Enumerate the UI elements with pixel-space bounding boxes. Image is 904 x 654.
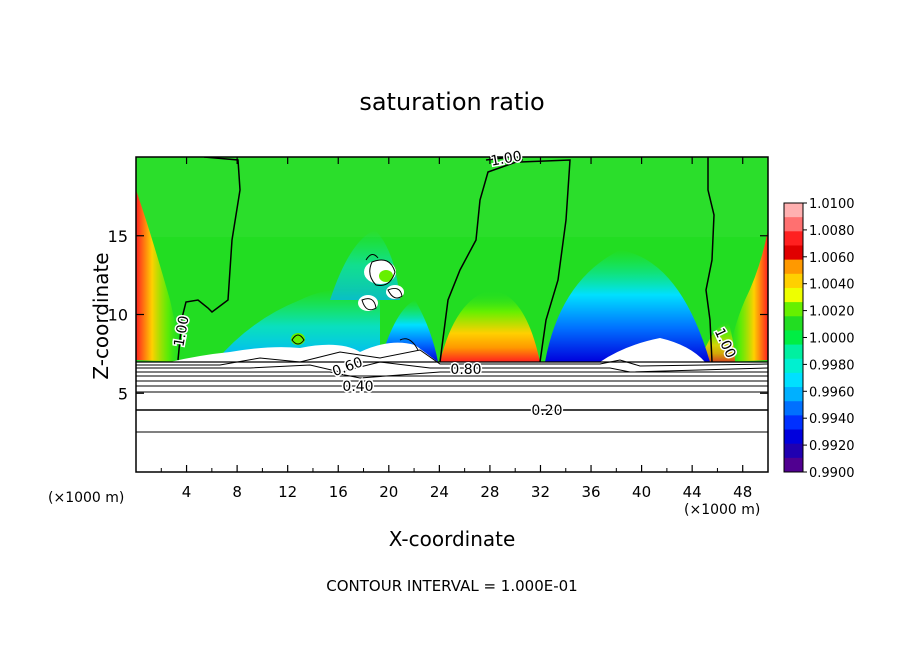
x-unit-label-left: (×1000 m) [48, 490, 125, 506]
x-tick-label: 36 [581, 483, 600, 501]
colorbar-label: 1.0100 [809, 197, 855, 212]
colorbar-swatch [784, 316, 803, 331]
x-tick-label: 28 [480, 483, 499, 501]
y-axis-ticks: 5 10 15 [108, 227, 768, 403]
colorbar-swatch [784, 287, 803, 303]
x-tick-label: 16 [329, 483, 348, 501]
x-unit-label-right: (×1000 m) [684, 502, 761, 518]
x-tick-label: 24 [430, 483, 449, 501]
colorbar-swatch [784, 217, 803, 232]
x-tick-label: 32 [531, 483, 550, 501]
colorbar-swatch [784, 259, 803, 275]
colorbar-swatch [784, 245, 803, 261]
colorbar-label: 1.0000 [809, 332, 855, 347]
x-tick-label: 8 [232, 483, 242, 501]
chart-title: saturation ratio [359, 88, 545, 116]
colorbar-swatch [784, 457, 803, 473]
contour-label: 0.20 [531, 403, 562, 419]
colorbar-swatch [784, 401, 803, 416]
contour-lines [136, 157, 768, 433]
colorbar-label: 0.9960 [809, 385, 855, 400]
colorbar-swatch [784, 330, 803, 346]
colorbar-label: 0.9920 [809, 439, 855, 454]
colorbar-swatch [784, 387, 803, 402]
colorbar: 1.0100 1.0080 1.0060 1.0040 1.0020 1.0000 0.99… [783, 197, 855, 481]
y-tick-label: 5 [118, 384, 128, 403]
heatmap-field [136, 157, 768, 472]
colorbar-swatch [784, 443, 803, 459]
colorbar-label: 1.0060 [809, 251, 855, 266]
colorbar-swatch [784, 273, 803, 289]
y-tick-label: 15 [108, 227, 128, 246]
colorbar-swatch [784, 231, 803, 246]
x-axis-ticks: 4 8 12 16 20 24 28 32 36 40 44 48 [160, 157, 752, 501]
colorbar-swatch [784, 372, 803, 388]
colorbar-swatch [784, 302, 803, 317]
colorbar-label: 1.0040 [809, 278, 855, 293]
x-axis-label: X-coordinate [388, 527, 516, 551]
colorbar-swatch [784, 358, 803, 374]
colorbar-label: 0.9900 [809, 466, 855, 481]
y-tick-label: 10 [108, 306, 128, 325]
colorbar-label: 0.9940 [809, 412, 855, 427]
contour-label: 0.40 [342, 379, 373, 395]
colorbar-swatch [784, 415, 803, 431]
colorbar-swatch [784, 344, 803, 360]
x-tick-label: 12 [278, 483, 297, 501]
colorbar-label: 1.0020 [809, 305, 855, 320]
colorbar-swatch [784, 429, 803, 445]
colorbar-label: 1.0080 [809, 224, 855, 239]
contour-interval-note: CONTOUR INTERVAL = 1.000E-01 [326, 577, 578, 595]
x-tick-label: 4 [182, 483, 192, 501]
colorbar-label: 0.9980 [809, 358, 855, 373]
colorbar-swatch [784, 203, 803, 218]
x-tick-label: 20 [379, 483, 398, 501]
contour-label: 0.80 [450, 362, 481, 378]
x-tick-label: 44 [683, 483, 702, 501]
y-axis-label: Z-coordinate [89, 252, 113, 380]
x-tick-label: 40 [632, 483, 651, 501]
x-tick-label: 48 [733, 483, 752, 501]
